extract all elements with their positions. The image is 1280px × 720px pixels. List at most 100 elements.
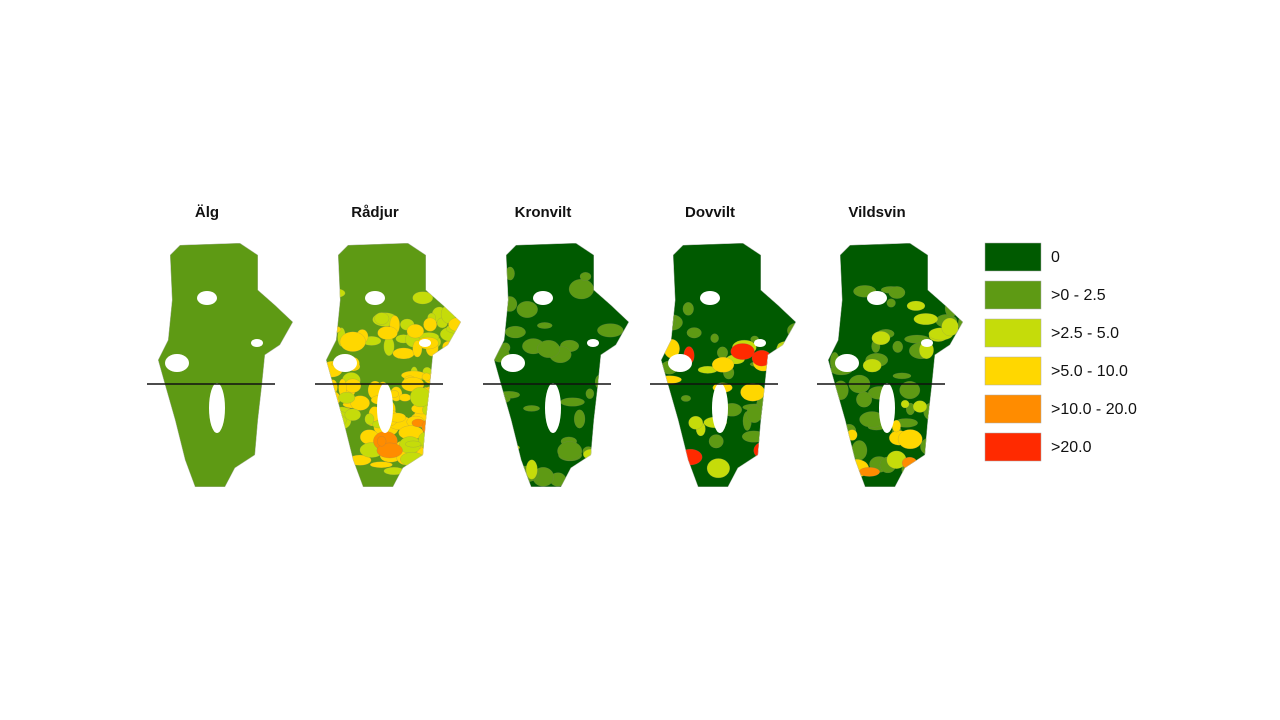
region — [326, 400, 337, 408]
region — [597, 323, 624, 338]
legend-label: >5.0 - 10.0 — [1051, 363, 1128, 380]
region — [425, 442, 443, 461]
region — [573, 409, 586, 429]
region — [611, 459, 623, 472]
region — [326, 391, 334, 399]
region — [326, 430, 338, 446]
region — [428, 446, 451, 467]
region — [428, 412, 453, 431]
region — [941, 414, 963, 425]
region — [326, 445, 335, 456]
region — [426, 400, 452, 409]
region — [431, 362, 442, 381]
region — [594, 374, 604, 390]
region — [364, 413, 375, 425]
region — [441, 348, 457, 365]
region — [716, 346, 729, 359]
region — [610, 247, 629, 264]
region — [369, 461, 393, 469]
lake — [209, 383, 225, 433]
region — [516, 300, 538, 318]
region — [449, 423, 461, 441]
region — [597, 249, 623, 267]
legend-swatch — [984, 280, 1042, 310]
region — [568, 278, 595, 300]
map-title: Vildsvin — [848, 204, 905, 221]
region — [523, 405, 540, 412]
region — [432, 390, 443, 407]
region — [443, 456, 461, 467]
region — [427, 415, 451, 435]
lake — [835, 354, 859, 372]
region — [775, 394, 784, 406]
region — [399, 475, 414, 483]
region — [327, 414, 347, 427]
region — [955, 409, 963, 423]
region — [445, 369, 461, 381]
legend-swatch — [984, 242, 1042, 272]
lake — [754, 339, 766, 347]
region — [406, 323, 425, 339]
lake — [501, 354, 525, 372]
region — [682, 302, 694, 316]
lake — [700, 291, 720, 305]
region — [502, 296, 518, 312]
region — [787, 322, 796, 339]
region — [451, 441, 461, 451]
region — [862, 358, 882, 373]
lake — [365, 291, 385, 305]
region — [251, 474, 267, 487]
region — [376, 442, 403, 459]
region — [828, 318, 839, 339]
region — [607, 397, 628, 417]
region — [661, 335, 666, 349]
region — [494, 394, 511, 404]
lake — [867, 291, 887, 305]
region — [440, 449, 453, 464]
lake — [921, 339, 933, 347]
lake — [668, 354, 692, 372]
region — [435, 364, 461, 385]
region — [158, 481, 164, 487]
region — [453, 339, 461, 358]
lake — [377, 383, 393, 433]
region — [377, 326, 398, 340]
region — [783, 428, 796, 444]
lake — [879, 383, 895, 433]
region — [448, 358, 460, 373]
region — [944, 299, 958, 318]
lake — [533, 291, 553, 305]
region — [906, 300, 926, 311]
region — [901, 456, 918, 470]
region — [344, 408, 362, 422]
maps: Älg Rådjur Kronvilt Dovvilt Vildsvin — [147, 204, 963, 487]
region — [449, 447, 461, 463]
region — [436, 363, 461, 383]
region — [661, 418, 679, 428]
map — [158, 243, 293, 487]
legend-label: 0 — [1051, 249, 1060, 266]
lake — [165, 354, 189, 372]
region — [392, 347, 415, 360]
region — [374, 312, 390, 325]
region — [846, 429, 858, 441]
map-title: Rådjur — [351, 204, 399, 221]
region — [423, 317, 438, 332]
region — [828, 380, 832, 394]
region — [344, 378, 362, 393]
region — [760, 409, 782, 428]
legend: 0 >0 - 2.5 >2.5 - 5.0 >5.0 - 10.0 >10.0 - 20… — [984, 242, 1137, 462]
region — [871, 331, 891, 346]
region — [708, 434, 724, 449]
region — [920, 437, 942, 456]
region — [661, 396, 667, 411]
region — [930, 463, 950, 479]
region — [954, 361, 963, 369]
region — [398, 393, 412, 402]
map — [661, 243, 796, 487]
region — [940, 412, 950, 421]
region — [900, 399, 910, 409]
region — [442, 340, 455, 353]
legend-label: >10.0 - 20.0 — [1051, 401, 1137, 418]
